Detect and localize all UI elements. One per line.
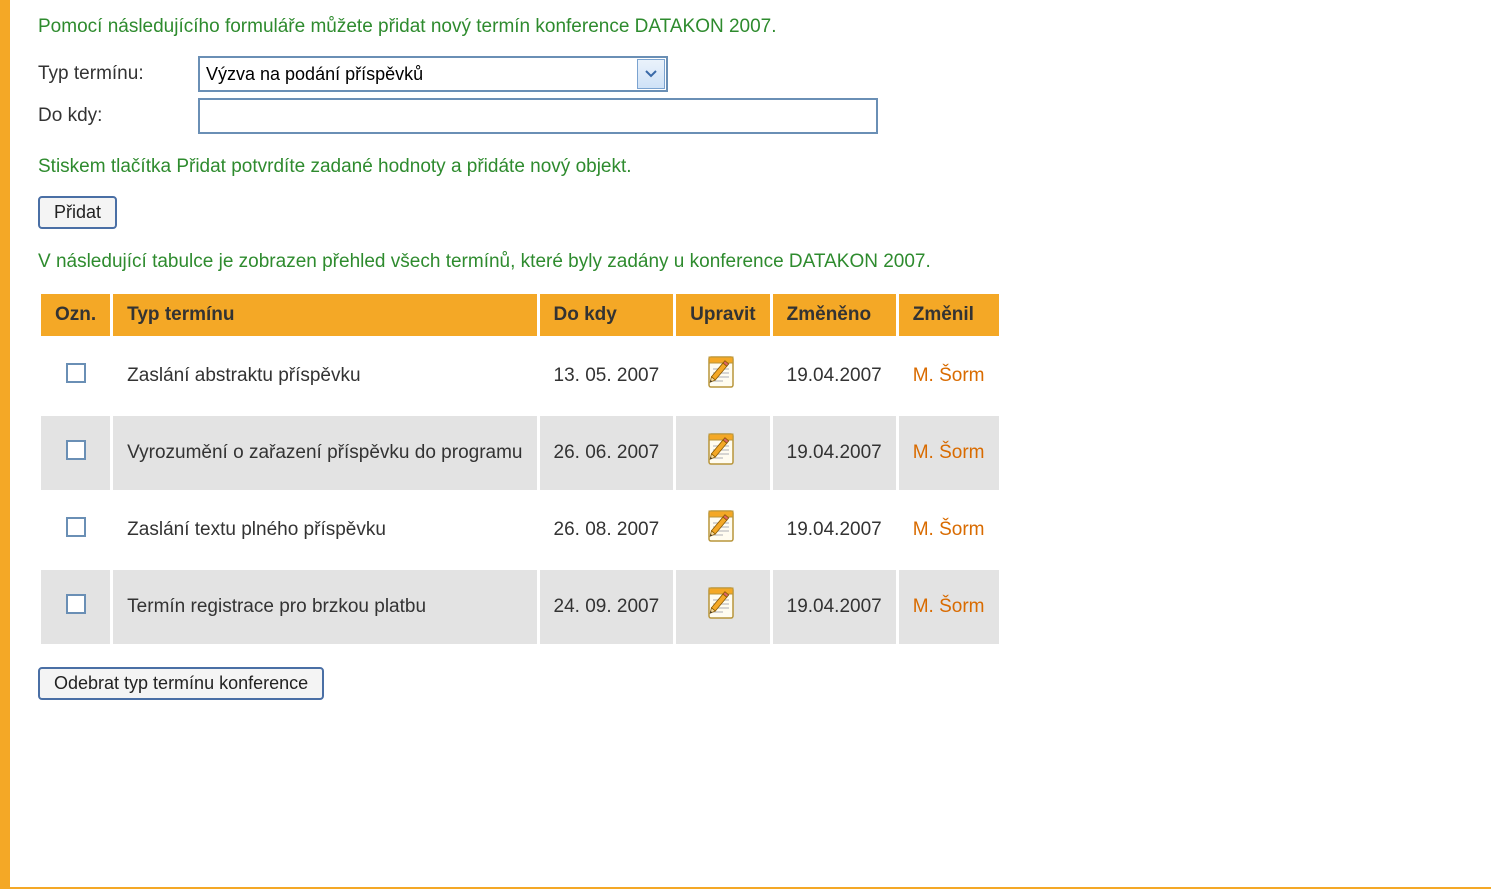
row-checkbox[interactable]: [66, 594, 86, 614]
edit-icon[interactable]: [703, 507, 743, 547]
table-header-row: Ozn. Typ termínu Do kdy Upravit Změněno …: [41, 294, 999, 336]
row-changed: 19.04.2007: [773, 570, 896, 644]
row-checkbox[interactable]: [66, 517, 86, 537]
row-by: M. Šorm: [899, 493, 999, 567]
row-until: 24. 09. 2007: [540, 570, 674, 644]
page-container: Pomocí následujícího formuláře můžete př…: [0, 0, 1491, 889]
table-row: Termín registrace pro brzkou platbu24. 0…: [41, 570, 999, 644]
row-type: Zaslání textu plného příspěvku: [113, 493, 536, 567]
row-changed: 19.04.2007: [773, 416, 896, 490]
form-row-type: Typ termínu: Výzva na podání příspěvků: [38, 56, 1471, 92]
row-type: Termín registrace pro brzkou platbu: [113, 570, 536, 644]
until-input[interactable]: [198, 98, 878, 134]
row-type: Zaslání abstraktu příspěvku: [113, 339, 536, 413]
col-by: Změnil: [899, 294, 999, 336]
row-by: M. Šorm: [899, 339, 999, 413]
col-until: Do kdy: [540, 294, 674, 336]
col-type: Typ termínu: [113, 294, 536, 336]
table-intro-text: V následující tabulce je zobrazen přehle…: [38, 251, 1471, 273]
until-label: Do kdy:: [38, 105, 198, 127]
row-changed: 19.04.2007: [773, 339, 896, 413]
row-checkbox-cell: [41, 493, 110, 567]
edit-icon[interactable]: [703, 353, 743, 393]
row-until: 26. 08. 2007: [540, 493, 674, 567]
row-edit-cell: [676, 339, 769, 413]
row-checkbox[interactable]: [66, 440, 86, 460]
row-checkbox[interactable]: [66, 363, 86, 383]
table-row: Zaslání textu plného příspěvku26. 08. 20…: [41, 493, 999, 567]
row-checkbox-cell: [41, 416, 110, 490]
deadlines-table: Ozn. Typ termínu Do kdy Upravit Změněno …: [38, 291, 1002, 647]
row-edit-cell: [676, 416, 769, 490]
add-button-row: Přidat: [38, 196, 1471, 229]
row-edit-cell: [676, 493, 769, 567]
col-changed: Změněno: [773, 294, 896, 336]
row-edit-cell: [676, 570, 769, 644]
table-row: Zaslání abstraktu příspěvku13. 05. 2007 1…: [41, 339, 999, 413]
add-button[interactable]: Přidat: [38, 196, 117, 229]
remove-button[interactable]: Odebrat typ termínu konference: [38, 667, 324, 700]
remove-button-row: Odebrat typ termínu konference: [38, 667, 1471, 700]
col-ozn: Ozn.: [41, 294, 110, 336]
row-until: 26. 06. 2007: [540, 416, 674, 490]
type-select[interactable]: Výzva na podání příspěvků: [198, 56, 668, 92]
confirm-text: Stiskem tlačítka Přidat potvrdíte zadané…: [38, 156, 1471, 178]
col-edit: Upravit: [676, 294, 769, 336]
row-type: Vyrozumění o zařazení příspěvku do progr…: [113, 416, 536, 490]
type-label: Typ termínu:: [38, 63, 198, 85]
row-checkbox-cell: [41, 570, 110, 644]
table-row: Vyrozumění o zařazení příspěvku do progr…: [41, 416, 999, 490]
edit-icon[interactable]: [703, 430, 743, 470]
row-changed: 19.04.2007: [773, 493, 896, 567]
row-by: M. Šorm: [899, 570, 999, 644]
row-checkbox-cell: [41, 339, 110, 413]
intro-text: Pomocí následujícího formuláře můžete př…: [38, 16, 1471, 38]
edit-icon[interactable]: [703, 584, 743, 624]
row-until: 13. 05. 2007: [540, 339, 674, 413]
row-by: M. Šorm: [899, 416, 999, 490]
form-row-until: Do kdy:: [38, 98, 1471, 134]
type-select-wrap: Výzva na podání příspěvků: [198, 56, 668, 92]
